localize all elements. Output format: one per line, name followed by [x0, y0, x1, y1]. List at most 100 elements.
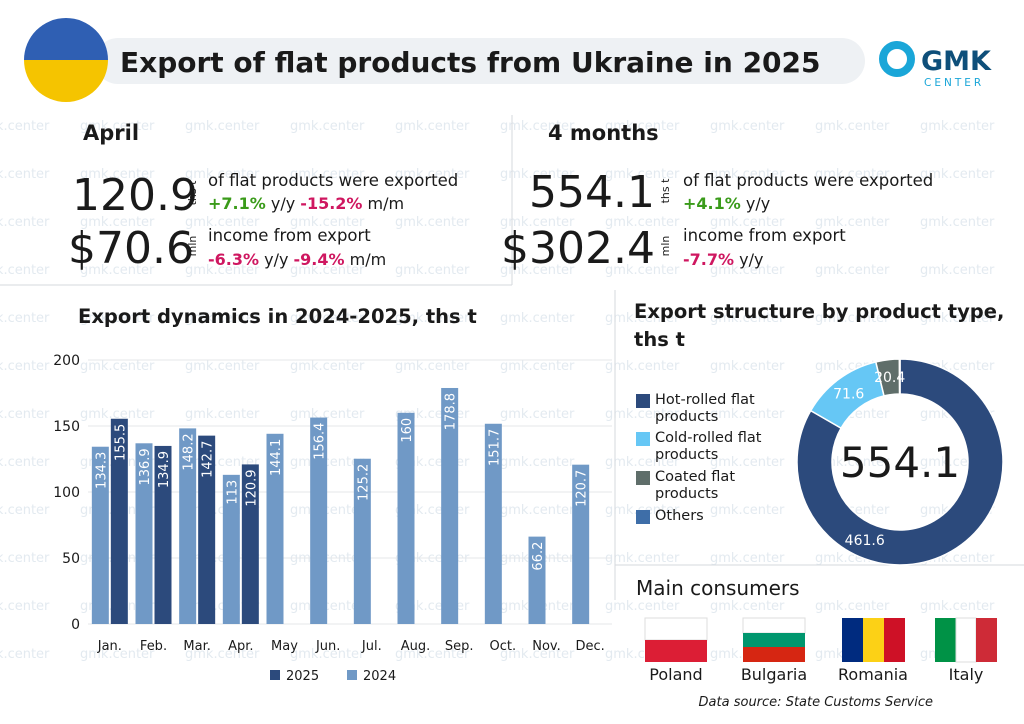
value-label: 134.9	[157, 451, 172, 488]
legend-swatch	[636, 471, 650, 485]
watermark: gmk.center	[500, 503, 575, 518]
stat-changes: -6.3% y/y -9.4% m/m	[208, 250, 386, 269]
watermark: gmk.center	[80, 407, 155, 422]
watermark: gmk.center	[80, 215, 155, 230]
watermark: gmk.center	[290, 647, 365, 662]
watermark: gmk.center	[290, 455, 365, 470]
watermark: gmk.center	[710, 215, 785, 230]
legend-box: Coated flat products	[655, 469, 735, 502]
watermark: gmk.center	[0, 215, 50, 230]
watermark: gmk.center	[395, 263, 470, 278]
watermark: gmk.center	[815, 599, 890, 614]
flag-poland	[644, 617, 708, 662]
legend-box: Others	[655, 508, 704, 524]
change-unit: m/m	[350, 250, 387, 269]
watermark: gmk.center	[185, 119, 260, 134]
bar	[484, 423, 502, 624]
logo-sub: CENTER	[924, 77, 984, 89]
page-title: Export of flat products from Ukraine in …	[120, 46, 821, 79]
watermark: gmk.center	[605, 263, 680, 278]
change: -15.2%	[300, 194, 362, 213]
watermark: gmk.center	[605, 407, 680, 422]
legend-swatch	[270, 670, 280, 680]
stat-changes: +4.1% y/y	[683, 194, 770, 213]
x-tick-label: Dec.	[576, 639, 605, 654]
watermark: gmk.center	[80, 647, 155, 662]
change: +7.1%	[208, 194, 266, 213]
watermark: gmk.center	[290, 503, 365, 518]
watermark: gmk.center	[0, 359, 50, 374]
value-label: 136.9	[138, 448, 153, 485]
stat-text: income from export	[208, 226, 371, 245]
watermark: gmk.center	[605, 119, 680, 134]
legend-label: Cold-rolled flat products	[655, 430, 762, 463]
x-tick-label: Jun.	[315, 639, 340, 654]
stat-unit: mln	[659, 236, 672, 257]
x-tick-label: Apr.	[228, 639, 253, 654]
watermark: gmk.center	[185, 407, 260, 422]
watermark: gmk.center	[920, 167, 995, 182]
watermark: gmk.center	[0, 599, 50, 614]
legend-swatch	[636, 510, 650, 524]
watermark: gmk.center	[0, 407, 50, 422]
stat-text: income from export	[683, 226, 846, 245]
period: April	[83, 121, 139, 145]
watermark: gmk.center	[920, 263, 995, 278]
bar	[198, 435, 216, 624]
x-tick-label: Mar.	[183, 639, 210, 654]
stat-value: 120.9	[72, 170, 198, 221]
value-label: 160	[400, 418, 415, 443]
watermark: gmk.center	[710, 119, 785, 134]
value-label: 71.6	[833, 387, 864, 403]
chart-title: Export structure by product type, ths t	[634, 300, 1005, 351]
watermark: gmk.center	[500, 311, 575, 326]
period: 4 months	[548, 121, 659, 145]
country: Poland	[649, 665, 702, 684]
watermark: gmk.center	[290, 599, 365, 614]
watermark: gmk.center	[500, 215, 575, 230]
stat-text: of flat products were exported	[683, 171, 933, 190]
chart-title: Export dynamics in 2024-2025, ths t	[78, 305, 477, 328]
watermark: gmk.center	[815, 455, 890, 470]
x-tick-label: Jan.	[97, 639, 122, 654]
value-label: 461.6	[845, 533, 885, 549]
stat-text: of flat products were exported	[208, 171, 458, 190]
legend-swatch	[347, 670, 357, 680]
watermark: gmk.center	[185, 263, 260, 278]
watermark: gmk.center	[80, 359, 155, 374]
watermark: gmk.center	[185, 647, 260, 662]
value-label: 113	[225, 480, 240, 505]
value-label: 156.4	[313, 423, 328, 460]
watermark: gmk.center	[605, 455, 680, 470]
y-tick-label: 0	[71, 617, 80, 633]
legend-label: Others	[655, 508, 704, 524]
source: Data source: State Customs Service	[699, 695, 933, 710]
watermark: gmk.center	[815, 263, 890, 278]
bar	[135, 443, 153, 624]
watermark: gmk.center	[0, 119, 50, 134]
x-tick-label: Sep.	[445, 639, 474, 654]
watermark: gmk.center	[290, 263, 365, 278]
stat-unit: ths t	[186, 180, 199, 206]
watermark: gmk.center	[710, 359, 785, 374]
watermark: gmk.center	[290, 311, 365, 326]
watermark: gmk.center	[0, 455, 50, 470]
watermark: gmk.center	[80, 167, 155, 182]
watermark: gmk.center	[395, 359, 470, 374]
stat-value: 554.1	[529, 167, 655, 218]
watermark: gmk.center	[185, 359, 260, 374]
legend-box: Cold-rolled flat products	[655, 430, 762, 463]
stat-unit: mln	[186, 236, 199, 257]
change-unit: m/m	[368, 194, 405, 213]
change: +4.1%	[683, 194, 741, 213]
value-label: 144.1	[269, 439, 284, 476]
watermark: gmk.center	[185, 167, 260, 182]
x-tick-label: Aug.	[401, 639, 431, 654]
watermark: gmk.center	[290, 215, 365, 230]
watermark: gmk.center	[80, 311, 155, 326]
watermark: gmk.center	[500, 119, 575, 134]
watermark: gmk.center	[605, 215, 680, 230]
watermark: gmk.center	[710, 407, 785, 422]
bar	[110, 418, 128, 624]
y-tick-label: 150	[53, 419, 80, 435]
